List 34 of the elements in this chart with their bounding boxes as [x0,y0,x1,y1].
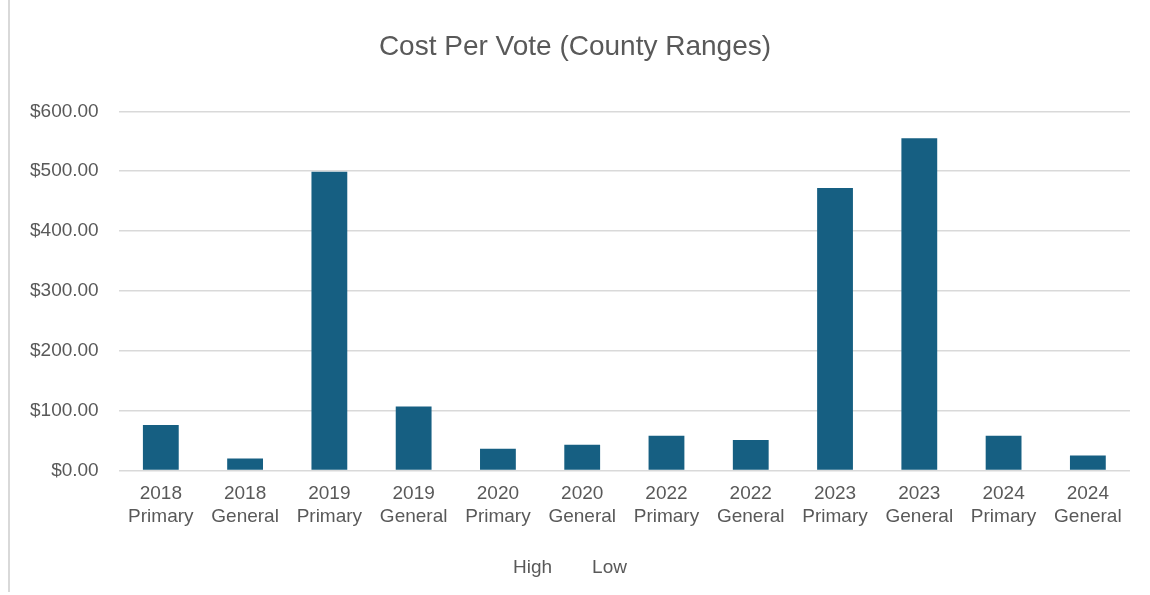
y-tick-label: $600.00 [29,99,99,121]
x-tick-label: 2024 Primary [970,482,1037,526]
x-tick-label: 2018 Primary [128,482,195,526]
bar [395,406,432,470]
x-tick-label: 2020 Primary [465,482,532,526]
y-tick-label: $500.00 [29,159,99,181]
y-tick-label: $100.00 [29,398,99,420]
bar [1069,455,1106,470]
x-tick-label: 2020 General [548,482,617,526]
x-tick-label: 2023 General [885,482,954,526]
y-tick-label: $0.00 [51,458,99,480]
bar [901,138,938,470]
bar [227,458,263,470]
bar [648,435,685,470]
bar [311,171,348,470]
text: High [513,556,553,577]
bar [564,444,601,470]
text: Low [592,556,627,577]
chart-title: Cost Per Vote (County Ranges) [377,30,773,62]
x-tick-label: 2022 Primary [633,482,700,526]
x-tick-label: 2023 Primary [802,482,869,526]
x-tick-label: 2024 General [1054,482,1122,526]
x-tick-label: 2019 General [379,482,448,526]
bar [985,435,1022,470]
x-tick-label: 2022 General [716,482,785,526]
y-tick-label: $200.00 [29,338,99,360]
y-tick-label: $400.00 [29,219,99,241]
bar [732,439,769,470]
x-tick-label: 2018 General [211,482,279,526]
bar [142,424,179,470]
y-tick-label: $300.00 [29,279,99,301]
bar [817,187,853,470]
bar [480,448,516,470]
x-tick-label: 2019 Primary [296,482,363,526]
